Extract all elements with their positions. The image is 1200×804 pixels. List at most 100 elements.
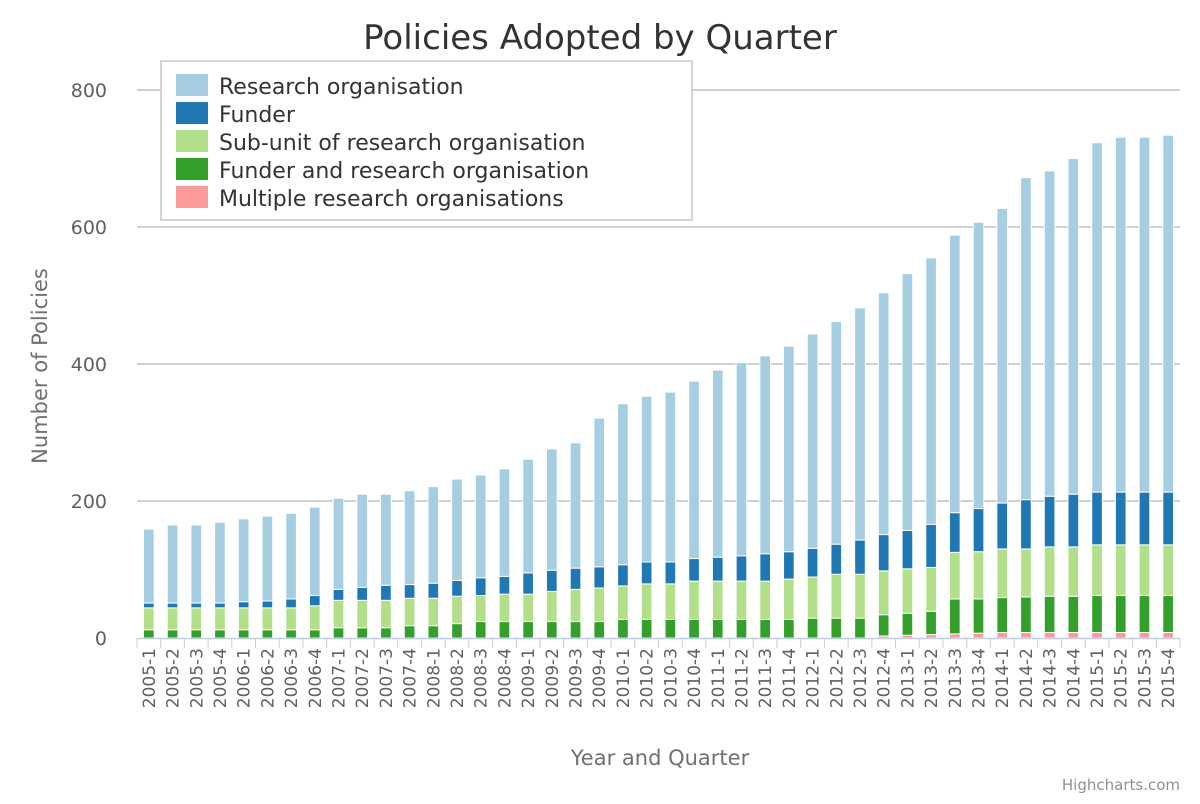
bar-segment[interactable] [688,619,700,639]
bar-segment[interactable] [1162,595,1174,634]
bar-segment[interactable] [1091,632,1103,639]
bar-segment[interactable] [190,524,203,604]
bar-segment[interactable] [356,599,369,629]
bar-segment[interactable] [1138,136,1151,493]
bar-segment[interactable] [593,587,606,623]
bar-segment[interactable] [996,548,1009,599]
bar-segment[interactable] [664,583,677,621]
bar-segment[interactable] [617,619,629,639]
bar-segment[interactable] [640,583,653,621]
legend-item[interactable]: Sub-unit of research organisation [176,130,586,156]
bar-segment[interactable] [451,595,463,625]
bar-segment[interactable] [332,599,345,629]
bar-segment[interactable] [1114,632,1127,639]
bar-segment[interactable] [1043,632,1056,639]
bar-segment[interactable] [1043,546,1056,597]
bar-segment[interactable] [640,395,653,563]
bar-segment[interactable] [545,569,558,592]
bar-segment[interactable] [166,607,179,631]
bar-segment[interactable] [545,448,558,571]
bar-segment[interactable] [1138,544,1151,597]
bar-segment[interactable] [522,593,534,623]
bar-segment[interactable] [1091,491,1103,546]
bar-segment[interactable] [498,468,511,577]
bar-segment[interactable] [1043,595,1056,634]
bar-segment[interactable] [996,208,1009,504]
bar-segment[interactable] [783,578,795,621]
bar-segment[interactable] [854,573,866,619]
bar-segment[interactable] [901,273,914,531]
legend-item[interactable]: Funder [176,102,296,128]
bar-segment[interactable] [1067,595,1080,634]
bar-segment[interactable] [285,598,297,609]
bar-segment[interactable] [711,619,724,639]
bar-segment[interactable] [1067,632,1080,639]
bar-segment[interactable] [451,579,463,597]
bar-segment[interactable] [759,619,772,639]
bar-segment[interactable] [261,629,274,639]
credits-link[interactable]: Highcharts.com [1062,776,1180,794]
bar-segment[interactable] [166,524,179,604]
bar-segment[interactable] [166,602,179,609]
legend-item[interactable]: Multiple research organisations [176,186,564,212]
bar-segment[interactable] [237,601,250,609]
bar-segment[interactable] [261,600,274,609]
bar-segment[interactable] [806,547,819,578]
bar-segment[interactable] [1162,544,1174,597]
bar-segment[interactable] [308,629,321,639]
bar-segment[interactable] [498,593,511,623]
bar-segment[interactable] [261,515,274,602]
bar-segment[interactable] [593,566,606,589]
bar-segment[interactable] [948,234,961,514]
bar-segment[interactable] [996,632,1009,639]
bar-segment[interactable] [380,493,392,586]
bar-segment[interactable] [830,543,843,575]
bar-segment[interactable] [545,590,558,623]
bar-segment[interactable] [332,588,345,601]
bar-segment[interactable] [688,380,700,560]
bar-segment[interactable] [948,512,961,553]
bar-segment[interactable] [190,602,203,609]
bar-segment[interactable] [308,595,321,607]
bar-segment[interactable] [972,598,985,634]
bar-segment[interactable] [522,621,534,639]
bar-segment[interactable] [356,586,369,601]
bar-segment[interactable] [474,621,487,639]
bar-segment[interactable] [403,597,416,627]
bar-segment[interactable] [1043,170,1056,497]
bar-segment[interactable] [783,551,795,580]
bar-segment[interactable] [617,585,629,621]
bar-segment[interactable] [972,508,985,553]
bar-segment[interactable] [830,617,843,639]
bar-segment[interactable] [735,555,748,582]
bar-segment[interactable] [1162,491,1174,546]
bar-segment[interactable] [877,534,890,572]
bar-segment[interactable] [664,619,677,639]
bar-segment[interactable] [143,629,155,639]
bar-segment[interactable] [617,564,629,587]
bar-segment[interactable] [403,490,416,586]
bar-segment[interactable] [285,629,297,639]
bar-segment[interactable] [380,627,392,639]
bar-segment[interactable] [830,573,843,619]
bar-segment[interactable] [451,623,463,639]
bar-segment[interactable] [972,221,985,510]
bar-segment[interactable] [1138,632,1151,639]
bar-segment[interactable] [1162,632,1174,639]
bar-segment[interactable] [759,580,772,621]
bar-segment[interactable] [996,502,1009,550]
bar-segment[interactable] [640,619,653,639]
bar-segment[interactable] [711,556,724,582]
bar-segment[interactable] [332,497,345,590]
bar-segment[interactable] [854,539,866,575]
bar-segment[interactable] [237,629,250,639]
bar-segment[interactable] [474,577,487,597]
bar-segment[interactable] [617,403,629,566]
bar-segment[interactable] [925,566,937,612]
bar-segment[interactable] [711,369,724,558]
bar-segment[interactable] [427,582,440,599]
bar-segment[interactable] [1020,632,1032,639]
bar-segment[interactable] [237,607,250,631]
bar-segment[interactable] [1067,546,1080,597]
bar-segment[interactable] [237,518,250,603]
